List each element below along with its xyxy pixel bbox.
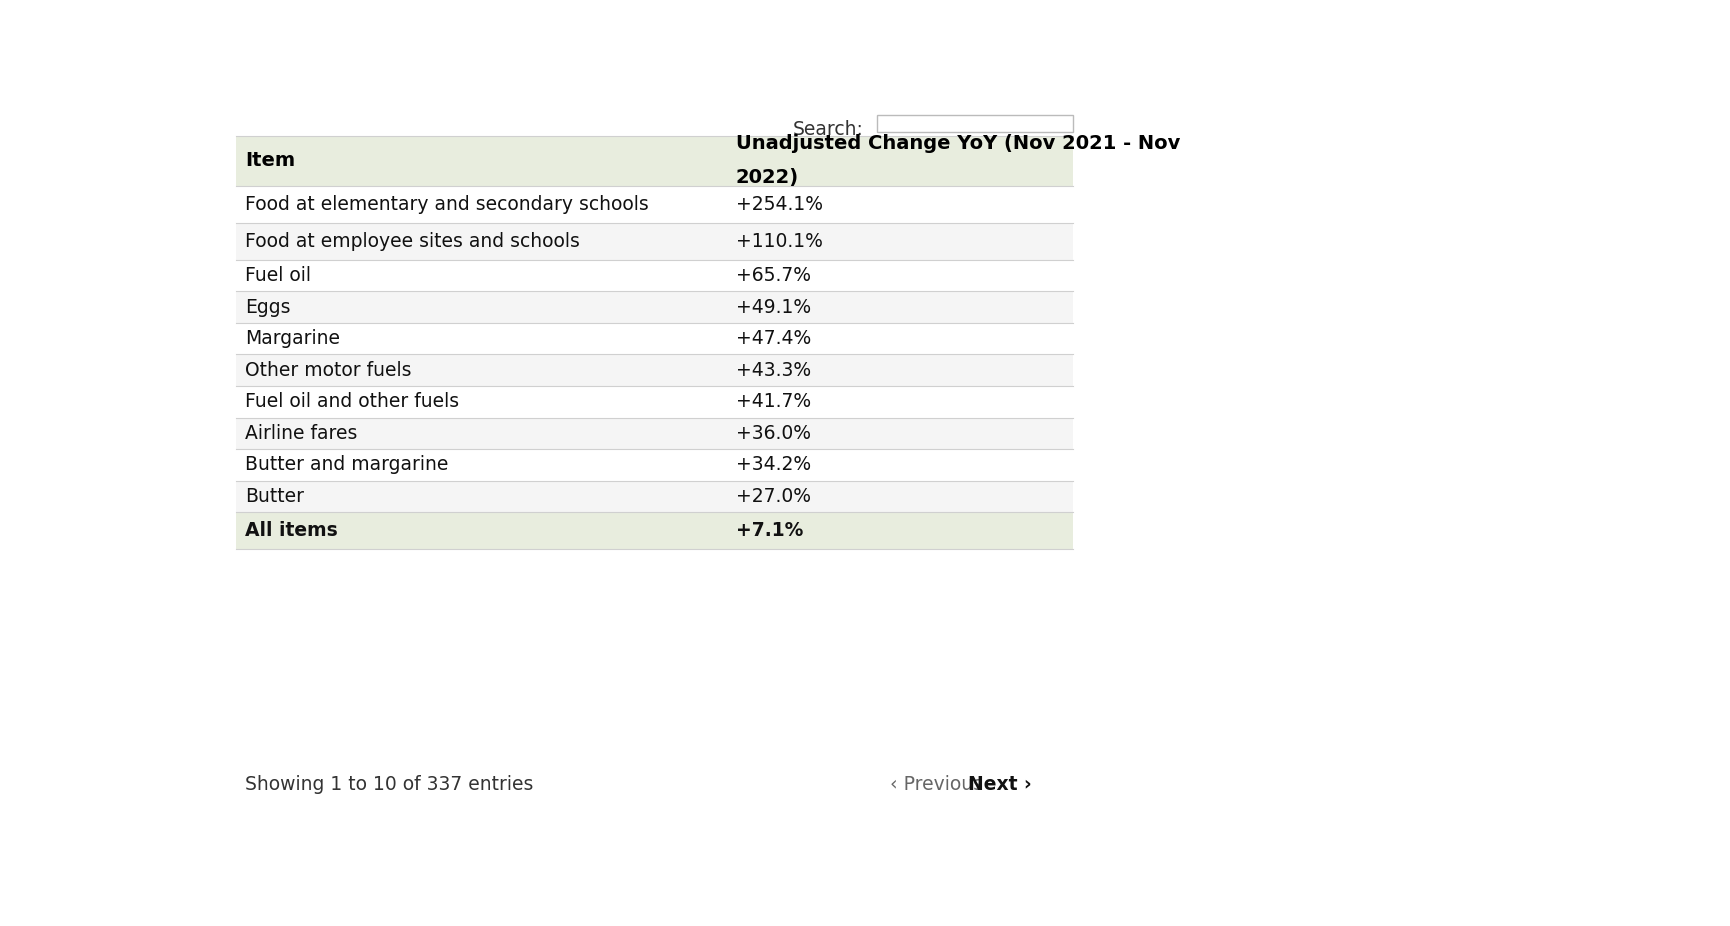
Text: Other motor fuels: Other motor fuels	[246, 361, 412, 380]
Text: 2022): 2022)	[735, 169, 799, 187]
Bar	[235, 292, 1073, 323]
Bar	[235, 186, 1073, 223]
Text: +254.1%: +254.1%	[735, 194, 822, 214]
Bar	[235, 223, 1073, 259]
Text: Airline fares: Airline fares	[246, 424, 358, 443]
Text: Search:: Search:	[792, 120, 863, 139]
Bar	[235, 136, 1073, 186]
Bar	[235, 512, 1073, 549]
Text: Item: Item	[246, 151, 296, 170]
Text: Food at elementary and secondary schools: Food at elementary and secondary schools	[246, 194, 649, 214]
Text: Fuel oil: Fuel oil	[246, 266, 311, 285]
Text: +43.3%: +43.3%	[735, 361, 811, 380]
Text: Unadjusted Change YoY (Nov 2021 - Nov: Unadjusted Change YoY (Nov 2021 - Nov	[735, 134, 1180, 153]
Bar	[235, 386, 1073, 418]
Text: +36.0%: +36.0%	[735, 424, 810, 443]
Text: +65.7%: +65.7%	[735, 266, 810, 285]
Text: +7.1%: +7.1%	[735, 521, 803, 540]
Text: Showing 1 to 10 of 337 entries: Showing 1 to 10 of 337 entries	[246, 775, 533, 795]
Text: Food at employee sites and schools: Food at employee sites and schools	[246, 232, 580, 251]
Text: +41.7%: +41.7%	[735, 393, 811, 411]
Bar	[235, 481, 1073, 512]
Text: +47.4%: +47.4%	[735, 329, 811, 348]
Text: Fuel oil and other fuels: Fuel oil and other fuels	[246, 393, 458, 411]
Bar	[235, 418, 1073, 449]
Bar	[235, 323, 1073, 355]
Text: All items: All items	[246, 521, 337, 540]
Text: Butter: Butter	[246, 487, 304, 506]
Text: +27.0%: +27.0%	[735, 487, 810, 506]
Bar	[235, 259, 1073, 292]
Text: ‹ Previous: ‹ Previous	[891, 775, 983, 795]
Bar	[877, 115, 1073, 131]
Text: +49.1%: +49.1%	[735, 297, 811, 317]
Text: +34.2%: +34.2%	[735, 456, 811, 474]
Bar	[235, 449, 1073, 481]
Bar	[235, 355, 1073, 386]
Text: Margarine: Margarine	[246, 329, 339, 348]
Text: Butter and margarine: Butter and margarine	[246, 456, 448, 474]
Text: Next ›: Next ›	[969, 775, 1031, 795]
Text: Eggs: Eggs	[246, 297, 291, 317]
Text: +110.1%: +110.1%	[735, 232, 822, 251]
